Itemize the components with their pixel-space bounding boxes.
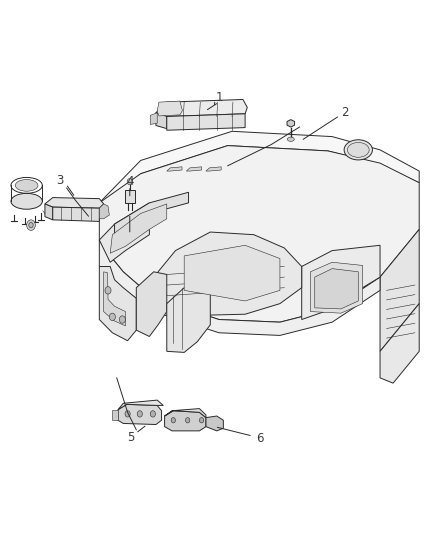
Text: 6: 6	[257, 432, 264, 446]
Polygon shape	[311, 262, 363, 313]
Circle shape	[119, 316, 125, 323]
Circle shape	[171, 418, 176, 423]
Polygon shape	[118, 405, 162, 424]
Text: 3: 3	[57, 174, 64, 187]
Polygon shape	[136, 272, 167, 336]
Polygon shape	[112, 410, 118, 420]
Polygon shape	[99, 204, 110, 219]
Polygon shape	[165, 409, 206, 418]
Polygon shape	[167, 114, 245, 130]
Polygon shape	[186, 167, 201, 171]
Polygon shape	[150, 113, 157, 124]
Polygon shape	[110, 204, 167, 253]
Polygon shape	[380, 229, 419, 351]
Ellipse shape	[15, 180, 38, 191]
Circle shape	[185, 418, 190, 423]
Polygon shape	[165, 411, 206, 431]
Polygon shape	[118, 400, 163, 410]
Polygon shape	[124, 190, 135, 203]
Ellipse shape	[11, 193, 42, 209]
Polygon shape	[156, 113, 167, 128]
Polygon shape	[45, 204, 53, 220]
Ellipse shape	[344, 140, 372, 160]
Polygon shape	[45, 198, 104, 208]
Polygon shape	[206, 416, 223, 431]
Text: 2: 2	[342, 106, 349, 119]
Circle shape	[29, 222, 33, 228]
Polygon shape	[53, 207, 99, 221]
Circle shape	[110, 313, 116, 320]
Ellipse shape	[287, 137, 294, 141]
Circle shape	[105, 287, 111, 294]
Polygon shape	[380, 304, 419, 383]
Circle shape	[27, 220, 35, 230]
Polygon shape	[99, 266, 136, 341]
Polygon shape	[99, 240, 380, 335]
Polygon shape	[302, 245, 380, 319]
Circle shape	[150, 411, 155, 417]
Polygon shape	[184, 245, 280, 301]
Text: 1: 1	[215, 91, 223, 104]
Polygon shape	[167, 167, 182, 171]
Text: 4: 4	[126, 175, 134, 188]
Polygon shape	[156, 100, 247, 116]
Polygon shape	[99, 146, 419, 322]
Polygon shape	[99, 203, 149, 262]
Polygon shape	[315, 269, 358, 309]
Polygon shape	[104, 272, 125, 326]
Polygon shape	[99, 131, 419, 214]
Polygon shape	[154, 232, 302, 316]
Polygon shape	[157, 101, 183, 116]
Circle shape	[137, 411, 142, 417]
Polygon shape	[115, 192, 188, 233]
Circle shape	[127, 179, 132, 185]
Polygon shape	[287, 119, 295, 127]
Polygon shape	[206, 167, 221, 171]
Polygon shape	[167, 280, 210, 352]
Circle shape	[199, 418, 204, 423]
Circle shape	[125, 411, 130, 417]
Ellipse shape	[347, 142, 369, 157]
Text: 5: 5	[127, 431, 135, 444]
